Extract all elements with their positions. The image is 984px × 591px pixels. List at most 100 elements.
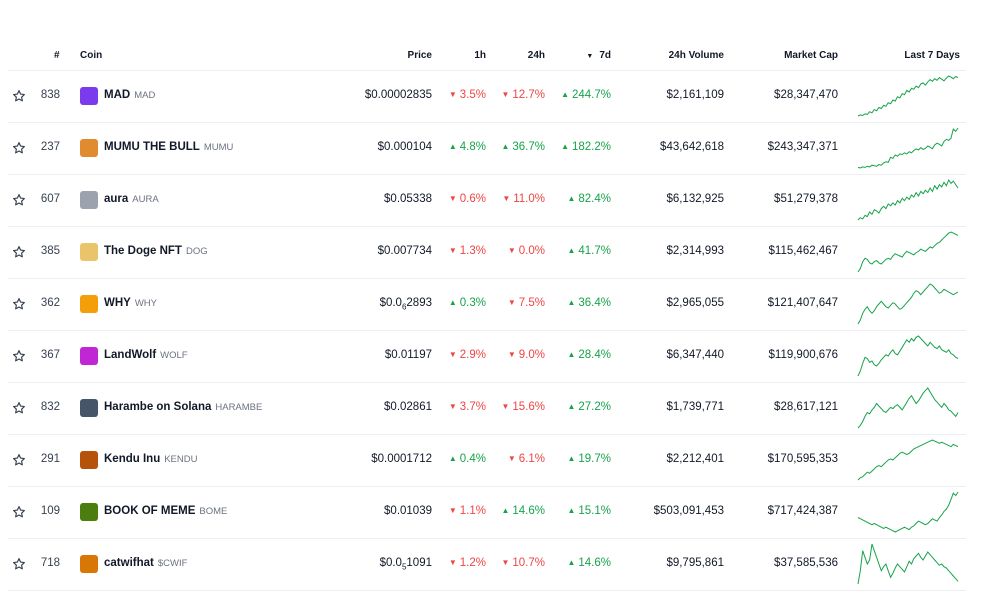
price-main: $0.000104 <box>377 141 432 153</box>
coin-name-link[interactable]: MUMU THE BULL MUMU <box>104 141 233 153</box>
star-icon[interactable] <box>12 505 26 519</box>
star-icon[interactable] <box>12 245 26 259</box>
price: $0.051091 <box>380 557 432 571</box>
coin-name-link[interactable]: LandWolf WOLF <box>104 349 188 361</box>
header-24h[interactable]: 24h <box>527 50 545 61</box>
star-icon[interactable] <box>12 89 26 103</box>
table-row[interactable]: 832 Harambe on Solana HARAMBE $0.02861 ▼ 3.7%… <box>8 383 966 435</box>
change-1h: ▲ 4.8% <box>449 141 486 153</box>
star-icon[interactable] <box>12 401 26 415</box>
header-market-cap[interactable]: Market Cap <box>784 50 838 61</box>
change-7d: ▲ 28.4% <box>567 349 611 361</box>
header-1h[interactable]: 1h <box>474 50 486 61</box>
caret-up-icon: ▲ <box>567 246 576 255</box>
change-7d-value: 244.7% <box>571 89 611 101</box>
star-icon[interactable] <box>12 297 26 311</box>
coin-name-link[interactable]: The Doge NFT DOG <box>104 245 208 257</box>
price: $0.05338 <box>384 193 432 205</box>
price-main: $0.0 <box>379 297 402 309</box>
table-row[interactable]: 291 Kendu Inu KENDU $0.0001712 ▲ 0.4% ▼ 6.1% ▲ 19… <box>8 435 966 487</box>
price: $0.01039 <box>384 505 432 517</box>
harambe-logo-icon <box>80 399 98 417</box>
coin-name-link[interactable]: MAD MAD <box>104 89 155 101</box>
table-row[interactable]: 718 catwifhat $CWIF $0.051091 ▼ 1.2% ▼ 10.7% ▲ 14… <box>8 539 966 591</box>
market-cap: $51,279,378 <box>774 193 838 205</box>
coin-name-link[interactable]: catwifhat $CWIF <box>104 557 187 569</box>
coin-name-link[interactable]: Harambe on Solana HARAMBE <box>104 401 262 413</box>
change-1h: ▼ 3.7% <box>449 401 486 413</box>
coin-name: WHY <box>104 297 131 309</box>
caret-up-icon: ▲ <box>501 142 510 151</box>
change-7d-value: 19.7% <box>578 453 611 465</box>
price-main: $0.02861 <box>384 401 432 413</box>
header-coin[interactable]: Coin <box>80 50 103 61</box>
coin-name: MUMU THE BULL <box>104 141 200 153</box>
price: $0.062893 <box>380 297 432 311</box>
caret-up-icon: ▲ <box>567 506 576 515</box>
table-row[interactable]: 607 aura AURA $0.05338 ▼ 0.6% ▼ 11.0% ▲ 82.4% $6,1… <box>8 175 966 227</box>
star-icon[interactable] <box>12 453 26 467</box>
change-7d-value: 15.1% <box>578 505 611 517</box>
change-7d: ▲ 36.4% <box>567 297 611 309</box>
caret-down-icon: ▼ <box>501 402 510 411</box>
caret-up-icon: ▲ <box>567 194 576 203</box>
coin-symbol: DOG <box>185 246 208 257</box>
change-24h: ▼ 6.1% <box>508 453 545 465</box>
rank: 291 <box>40 453 60 465</box>
price-main: $0.0 <box>379 557 402 569</box>
change-1h-value: 0.4% <box>459 453 486 465</box>
volume-24h: $6,347,440 <box>666 349 724 361</box>
price-main: $0.00002835 <box>364 89 432 101</box>
caret-down-icon: ▼ <box>507 454 516 463</box>
price-tail: 1091 <box>406 557 432 569</box>
header-price[interactable]: Price <box>407 50 432 61</box>
change-24h-value: 10.7% <box>512 557 545 569</box>
star-icon[interactable] <box>12 349 26 363</box>
coin-name: BOOK OF MEME <box>104 505 196 517</box>
star-icon[interactable] <box>12 193 26 207</box>
coin-name-link[interactable]: Kendu Inu KENDU <box>104 453 197 465</box>
coin-name-link[interactable]: aura AURA <box>104 193 159 205</box>
rank: 237 <box>40 141 60 153</box>
market-cap: $28,347,470 <box>774 89 838 101</box>
change-24h-value: 0.0% <box>518 245 545 257</box>
table-row[interactable]: 838 MAD MAD $0.00002835 ▼ 3.5% ▼ 12.7% ▲ 244.7% $2… <box>8 71 966 123</box>
caret-down-icon: ▼ <box>501 90 510 99</box>
table-row[interactable]: 362 WHY WHY $0.062893 ▲ 0.3% ▼ 7.5% ▲ 36.4% $2,965… <box>8 279 966 331</box>
coin-name-link[interactable]: BOOK OF MEME BOME <box>104 505 227 517</box>
star-icon[interactable] <box>12 557 26 571</box>
caret-up-icon: ▲ <box>567 558 576 567</box>
rank: 838 <box>40 89 60 101</box>
sparkline-7d <box>857 491 959 533</box>
header-7d[interactable]: ▼ 7d <box>586 50 611 61</box>
coin-symbol: MAD <box>134 90 156 101</box>
star-icon[interactable] <box>12 141 26 155</box>
coin-name-link[interactable]: WHY WHY <box>104 297 157 309</box>
header-rank[interactable]: # <box>54 50 60 61</box>
volume-24h: $2,161,109 <box>666 89 724 101</box>
market-cap: $28,617,121 <box>774 401 838 413</box>
market-cap: $37,585,536 <box>774 557 838 569</box>
table-row[interactable]: 385 The Doge NFT DOG $0.007734 ▼ 1.3% ▼ 0.0% ▲ 41… <box>8 227 966 279</box>
rank: 362 <box>40 297 60 309</box>
price: $0.02861 <box>384 401 432 413</box>
caret-down-icon: ▼ <box>448 246 457 255</box>
table-row[interactable]: 109 BOOK OF MEME BOME $0.01039 ▼ 1.1% ▲ 14.6% ▲ 1… <box>8 487 966 539</box>
table-row[interactable]: 237 MUMU THE BULL MUMU $0.000104 ▲ 4.8% ▲ 36.7%… <box>8 123 966 175</box>
change-1h-value: 0.3% <box>459 297 486 309</box>
caret-down-icon: ▼ <box>448 402 457 411</box>
change-24h-value: 6.1% <box>518 453 545 465</box>
coin-name: aura <box>104 193 129 205</box>
change-1h: ▼ 2.9% <box>449 349 486 361</box>
change-24h-value: 12.7% <box>512 89 545 101</box>
header-24h-volume[interactable]: 24h Volume <box>668 50 724 61</box>
sparkline-7d <box>857 75 959 117</box>
volume-24h: $2,314,993 <box>666 245 724 257</box>
change-7d-value: 27.2% <box>578 401 611 413</box>
coin-symbol: MUMU <box>203 142 234 153</box>
table-row[interactable]: 367 LandWolf WOLF $0.01197 ▼ 2.9% ▼ 9.0% ▲ 28.4% $… <box>8 331 966 383</box>
price: $0.007734 <box>378 245 432 257</box>
change-24h-value: 36.7% <box>512 141 545 153</box>
change-7d-value: 182.2% <box>571 141 611 153</box>
sparkline-series <box>857 231 959 273</box>
